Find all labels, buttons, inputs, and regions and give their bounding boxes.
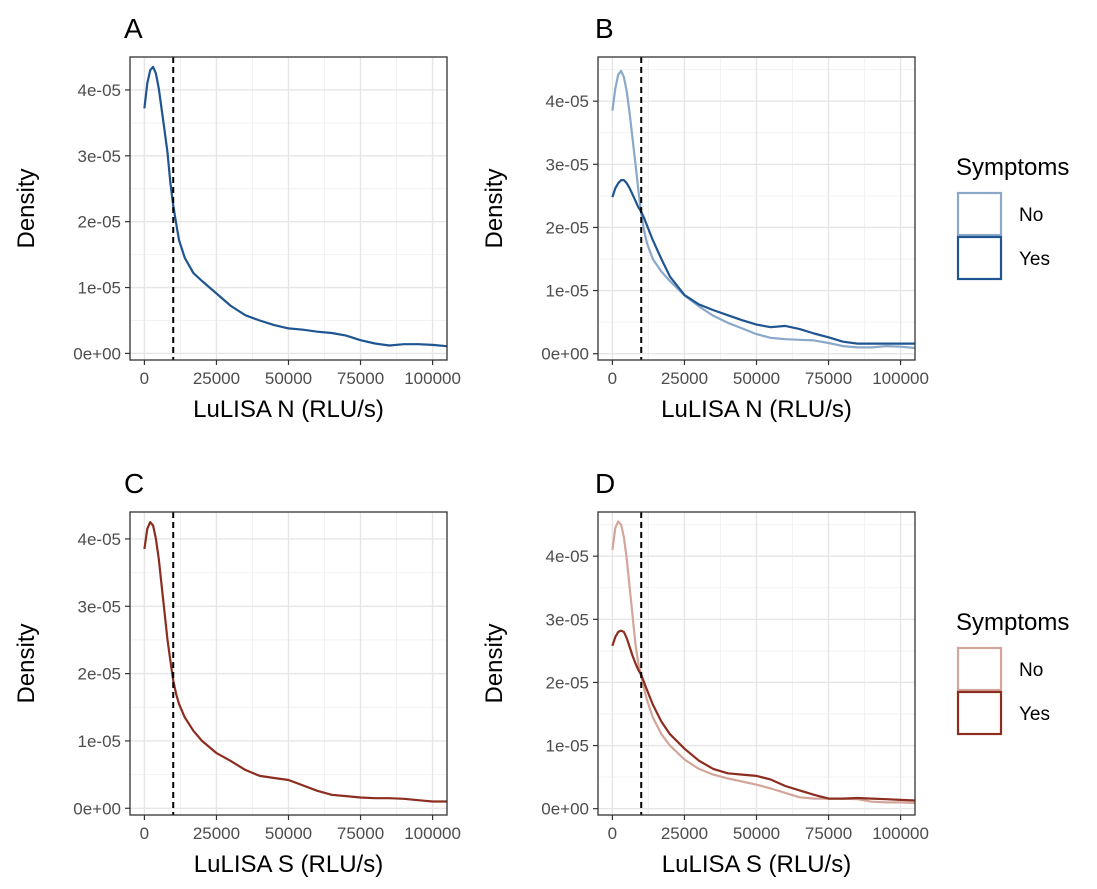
x-tick-label: 0: [140, 824, 149, 843]
x-axis-title: LuLISA S (RLU/s): [194, 851, 383, 878]
density-line: [143, 65, 447, 348]
x-axis-title: LuLISA N (RLU/s): [193, 396, 384, 423]
y-tick-label: 4e-05: [546, 92, 589, 111]
x-tick-label: 100000: [404, 369, 461, 388]
legend: Symptoms No Yes: [956, 154, 1069, 281]
x-tick-label: 75000: [805, 369, 852, 388]
y-tick-label: 2e-05: [546, 218, 589, 237]
density-line-yes: [611, 629, 915, 802]
legend-key: [956, 235, 1003, 281]
x-tick-label: 25000: [661, 369, 708, 388]
panel-d: 0 25000 50000 75000 100000 0e+00 1e-05 2e-05 3e-…: [481, 468, 1069, 878]
x-tick-label: 25000: [193, 824, 240, 843]
x-axis-title: LuLISA S (RLU/s): [662, 851, 851, 878]
y-axis-title: Density: [481, 623, 508, 703]
panel-c: 0 25000 50000 75000 100000 0e+00 1e-05 2e-05 3e-…: [13, 468, 461, 878]
legend-label: Yes: [1019, 704, 1050, 725]
y-tick-label: 0e+00: [73, 344, 121, 363]
x-tick-label: 50000: [265, 369, 312, 388]
panel-label: A: [124, 13, 143, 44]
x-tick-label: 25000: [193, 369, 240, 388]
x-axis-title: LuLISA N (RLU/s): [661, 396, 852, 423]
legend-label: Yes: [1019, 249, 1050, 270]
legend-title: Symptoms: [956, 609, 1069, 636]
y-tick-label: 2e-05: [78, 213, 121, 232]
panel-b: 0 25000 50000 75000 100000 0e+00 1e-05 2e-05 3e-…: [481, 13, 1069, 423]
panel-a: 0 25000 50000 75000 100000 0e+00 1e-05 2e-05 3e-…: [13, 13, 461, 423]
x-tick-label: 25000: [661, 824, 708, 843]
legend-key: [956, 191, 1003, 237]
y-tick-label: 3e-05: [546, 610, 589, 629]
legend-label: No: [1019, 205, 1043, 226]
density-line-yes: [611, 179, 915, 345]
y-tick-label: 1e-05: [546, 737, 589, 756]
y-tick-label: 0e+00: [73, 799, 121, 818]
y-tick-label: 0e+00: [541, 800, 589, 819]
legend-label: No: [1019, 660, 1043, 681]
y-axis-title: Density: [481, 168, 508, 248]
y-tick-label: 3e-05: [78, 147, 121, 166]
y-tick-label: 2e-05: [546, 673, 589, 692]
panel-label: D: [595, 468, 615, 499]
x-tick-label: 75000: [805, 824, 852, 843]
x-tick-label: 75000: [337, 824, 384, 843]
x-tick-label: 75000: [337, 369, 384, 388]
y-axis-title: Density: [13, 623, 40, 703]
y-tick-label: 3e-05: [546, 155, 589, 174]
y-tick-label: 1e-05: [78, 279, 121, 298]
x-tick-label: 50000: [265, 824, 312, 843]
x-tick-label: 50000: [733, 369, 780, 388]
density-line: [143, 521, 447, 803]
y-tick-label: 3e-05: [78, 597, 121, 616]
x-tick-label: 0: [608, 824, 617, 843]
legend-key: [956, 646, 1003, 692]
panel-label: B: [595, 13, 614, 44]
x-tick-label: 100000: [872, 369, 929, 388]
legend-key: [956, 690, 1003, 736]
panel-label: C: [124, 468, 144, 499]
y-tick-label: 4e-05: [78, 81, 121, 100]
x-tick-label: 100000: [404, 824, 461, 843]
x-tick-label: 50000: [733, 824, 780, 843]
x-tick-label: 0: [140, 369, 149, 388]
y-tick-label: 4e-05: [78, 530, 121, 549]
y-tick-label: 1e-05: [546, 282, 589, 301]
y-tick-label: 0e+00: [541, 345, 589, 364]
legend: Symptoms No Yes: [956, 609, 1069, 736]
y-tick-label: 2e-05: [78, 665, 121, 684]
y-axis-title: Density: [13, 168, 40, 248]
x-tick-label: 100000: [872, 824, 929, 843]
x-tick-label: 0: [608, 369, 617, 388]
legend-title: Symptoms: [956, 154, 1069, 181]
y-tick-label: 1e-05: [78, 732, 121, 751]
y-tick-label: 4e-05: [546, 547, 589, 566]
